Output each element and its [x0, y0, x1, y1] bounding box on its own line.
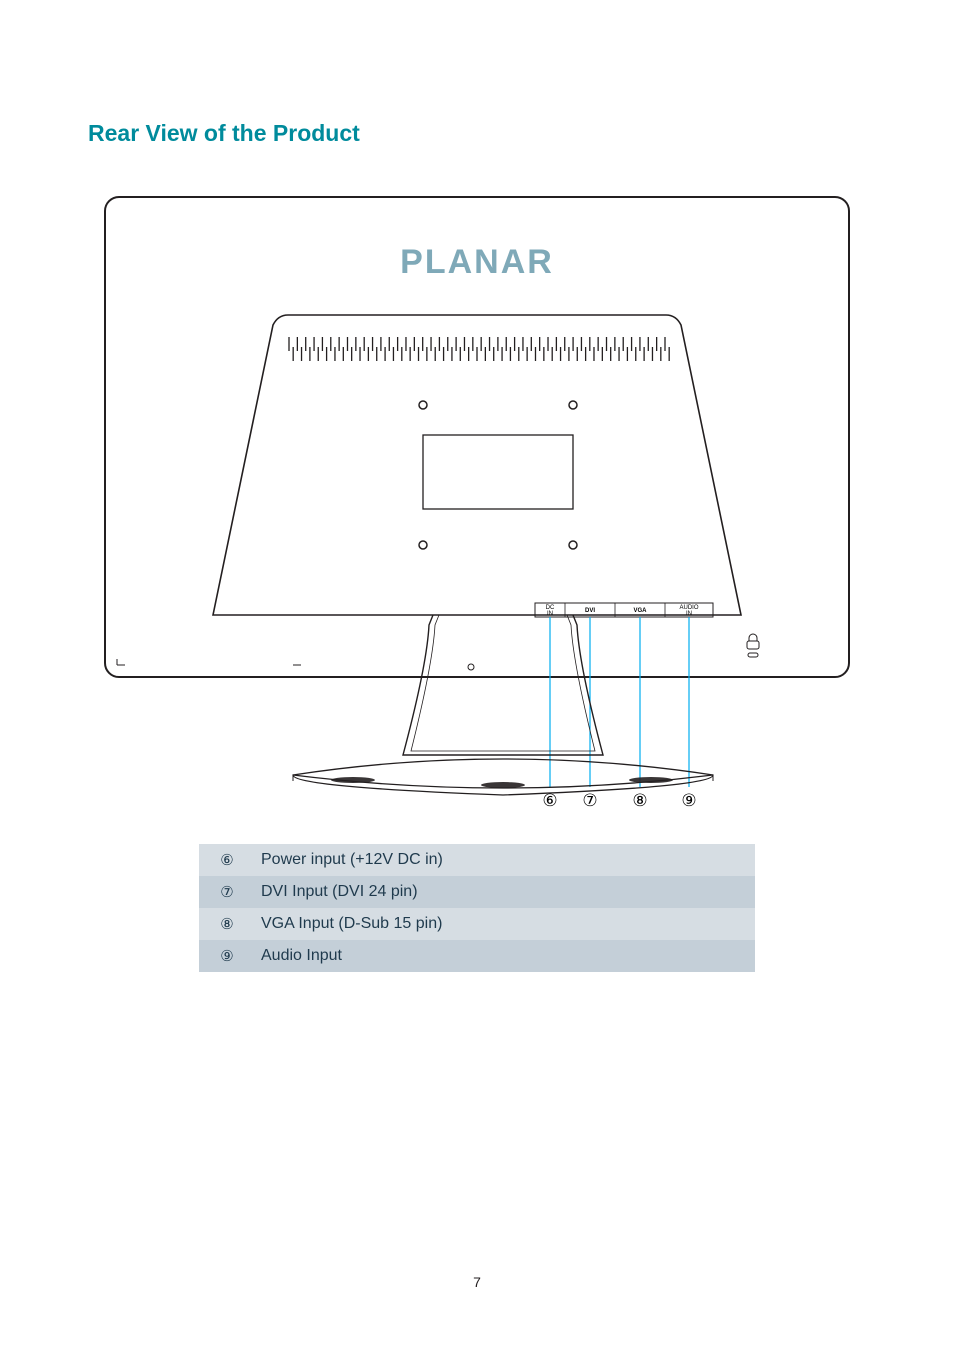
leader-num-6: ⑥	[542, 791, 557, 810]
legend-label: Power input (+12V DC in)	[255, 844, 755, 876]
table-row: ⑦ DVI Input (DVI 24 pin)	[199, 876, 755, 908]
leader-num-7: ⑦	[582, 791, 597, 810]
lock-icon	[747, 634, 759, 657]
leader-num-9: ⑨	[681, 791, 696, 810]
legend-table: ⑥ Power input (+12V DC in) ⑦ DVI Input (…	[199, 844, 755, 972]
port-label-dvi: DVI	[585, 608, 595, 614]
section-heading: Rear View of the Product	[88, 120, 866, 147]
monitor-stand	[293, 615, 713, 795]
legend-num: ⑧	[220, 917, 233, 932]
rear-view-diagram: PLANAR	[103, 195, 851, 820]
monitor-rear-svg: PLANAR	[103, 195, 851, 815]
legend-label: Audio Input	[255, 940, 755, 972]
port-label-vga: VGA	[633, 608, 647, 614]
legend-label: VGA Input (D-Sub 15 pin)	[255, 908, 755, 940]
table-row: ⑥ Power input (+12V DC in)	[199, 844, 755, 876]
table-row: ⑧ VGA Input (D-Sub 15 pin)	[199, 908, 755, 940]
port-strip: DCIN DVI VGA AUDIOIN	[535, 603, 713, 787]
table-row: ⑨ Audio Input	[199, 940, 755, 972]
page-number: 7	[0, 1274, 954, 1290]
brand-text: PLANAR	[400, 243, 554, 281]
leader-num-8: ⑧	[632, 791, 647, 810]
legend-label: DVI Input (DVI 24 pin)	[255, 876, 755, 908]
legend-num: ⑨	[220, 949, 233, 964]
legend-num: ⑥	[220, 853, 233, 868]
legend-num: ⑦	[220, 885, 233, 900]
